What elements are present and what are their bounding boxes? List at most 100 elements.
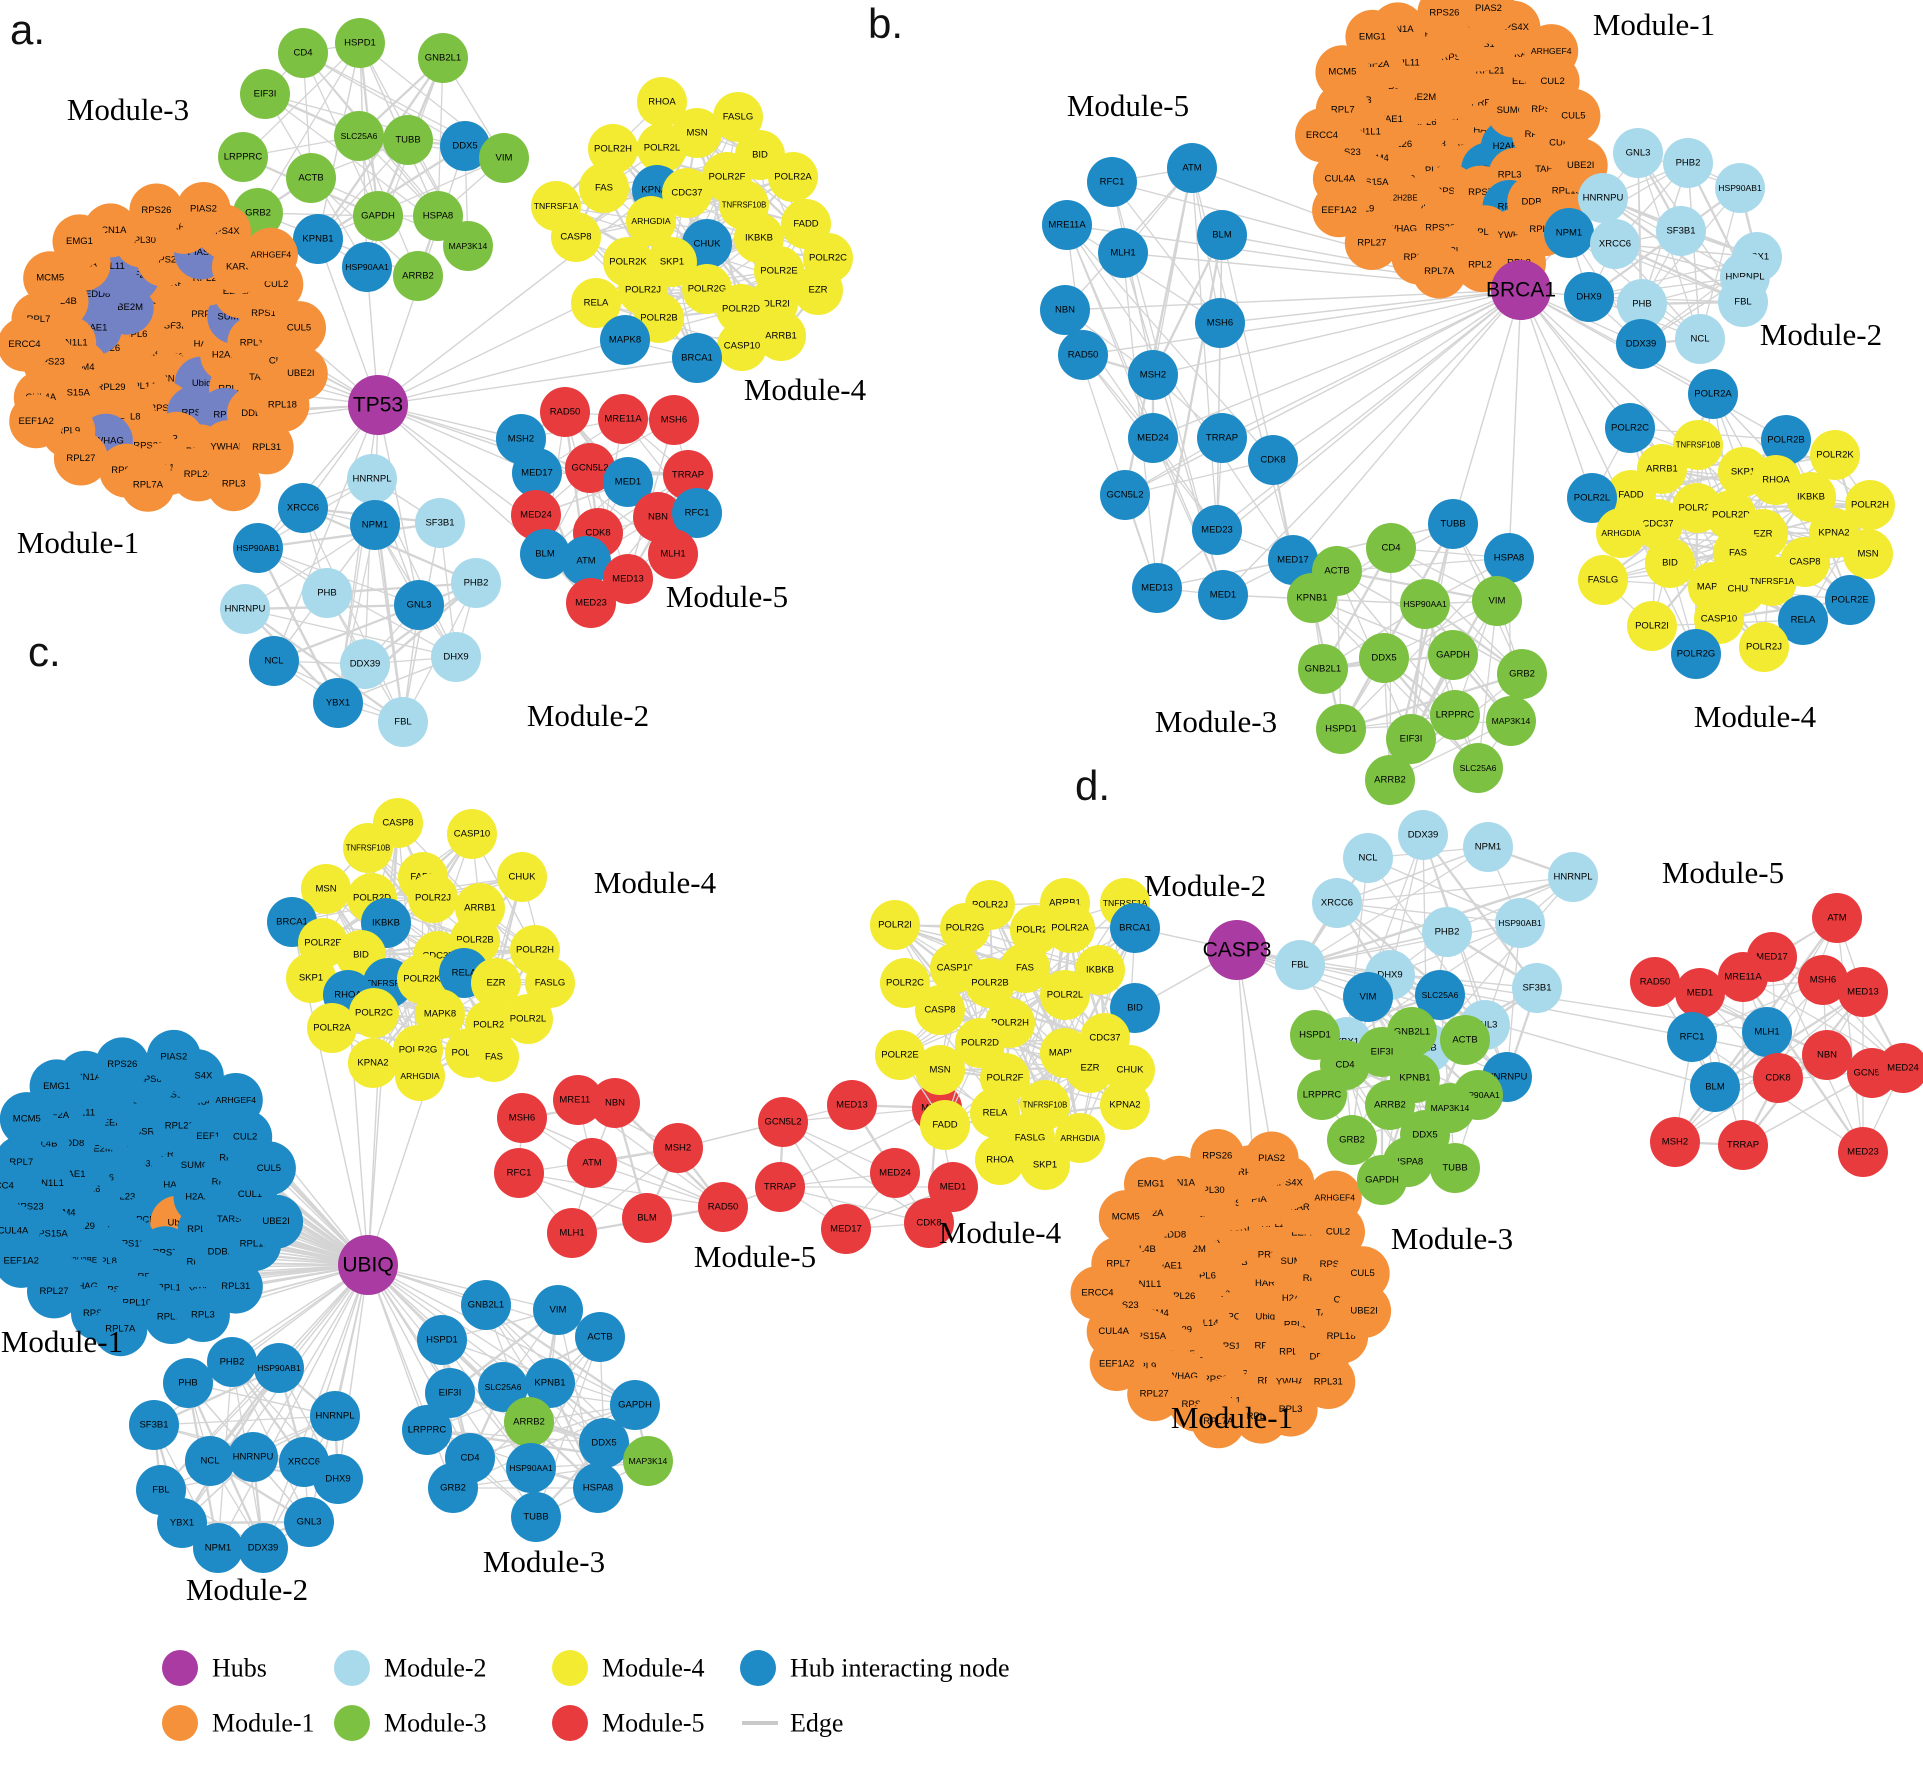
node-polr2e[interactable] <box>1825 575 1875 625</box>
node-xrcc6[interactable] <box>1312 878 1362 928</box>
node-rpl27[interactable] <box>53 431 108 486</box>
node-ncl[interactable] <box>1675 314 1725 364</box>
node-med13[interactable] <box>603 554 653 604</box>
node-med17[interactable] <box>821 1204 871 1254</box>
node-rfc1[interactable] <box>494 1148 544 1198</box>
node-tubb[interactable] <box>1430 1143 1480 1193</box>
node-rela[interactable] <box>1778 595 1828 645</box>
node-lrpprc[interactable] <box>1297 1070 1347 1120</box>
node-fbl[interactable] <box>1275 940 1325 990</box>
node-lrpprc[interactable] <box>218 132 268 182</box>
node-med17[interactable] <box>512 448 562 498</box>
node-mre11a[interactable] <box>598 394 648 444</box>
node-xrcc6[interactable] <box>1590 219 1640 269</box>
node-msh6[interactable] <box>1798 955 1848 1005</box>
node-mre11a[interactable] <box>553 1075 603 1125</box>
node-kpnb1[interactable] <box>1287 573 1337 623</box>
node-ikbkb[interactable] <box>1075 945 1125 995</box>
node-rps26[interactable] <box>1417 0 1472 40</box>
node-hsp90aa1[interactable] <box>1400 579 1450 629</box>
node-grb2[interactable] <box>1497 649 1547 699</box>
node-hsp90ab1[interactable] <box>254 1343 304 1393</box>
node-polr2l[interactable] <box>503 994 553 1044</box>
node-slc25a6[interactable] <box>478 1362 528 1412</box>
node-casp10[interactable] <box>717 321 767 371</box>
node-pias2[interactable] <box>1461 0 1516 36</box>
node-trrap[interactable] <box>1197 413 1247 463</box>
node-trrap[interactable] <box>663 450 713 500</box>
node-gapdh[interactable] <box>1357 1155 1407 1205</box>
node-phb2[interactable] <box>1663 138 1713 188</box>
node-mlh1[interactable] <box>1742 1007 1792 1057</box>
node-polr2c[interactable] <box>1605 403 1655 453</box>
hub-node-tp53[interactable] <box>348 375 408 435</box>
node-cul5[interactable] <box>272 301 326 356</box>
node-ybx1[interactable] <box>313 678 363 728</box>
node-atm[interactable] <box>567 1138 617 1188</box>
node-med13[interactable] <box>1132 563 1182 613</box>
node-polr2c[interactable] <box>880 958 930 1008</box>
node-mapk8[interactable] <box>600 315 650 365</box>
node-hsp90aa1[interactable] <box>506 1443 556 1493</box>
node-nbn[interactable] <box>1040 285 1090 335</box>
node-dhx9[interactable] <box>1564 272 1614 322</box>
node-mre11a[interactable] <box>1042 200 1092 250</box>
node-phb2[interactable] <box>451 558 501 608</box>
node-med23[interactable] <box>1838 1127 1888 1177</box>
node-ddx5[interactable] <box>1359 633 1409 683</box>
node-rad50[interactable] <box>1058 330 1108 380</box>
node-rpl7a[interactable] <box>93 1302 148 1357</box>
node-trrap[interactable] <box>1718 1120 1768 1170</box>
node-ddx5[interactable] <box>440 121 490 171</box>
node-map3k14[interactable] <box>623 1436 673 1486</box>
node-atm[interactable] <box>1812 893 1862 943</box>
node-slc25a6[interactable] <box>334 111 384 161</box>
node-polr2g[interactable] <box>1671 629 1721 679</box>
node-eif3i[interactable] <box>1386 714 1436 764</box>
node-lrpprc[interactable] <box>1430 690 1480 740</box>
node-sf3b1[interactable] <box>129 1400 179 1450</box>
node-msh2[interactable] <box>1128 350 1178 400</box>
node-rhoa[interactable] <box>637 77 687 127</box>
node-dhx9[interactable] <box>313 1454 363 1504</box>
node-msn[interactable] <box>301 864 351 914</box>
node-kpna2[interactable] <box>1100 1080 1150 1130</box>
node-emg1[interactable] <box>52 214 107 269</box>
node-med24[interactable] <box>511 490 561 540</box>
node-hsp90aa1[interactable] <box>342 242 392 292</box>
node-rpl3[interactable] <box>206 457 261 512</box>
node-hnrnpu[interactable] <box>228 1432 278 1482</box>
node-eef1a2[interactable] <box>9 394 64 449</box>
node-gnl3[interactable] <box>1613 128 1663 178</box>
node-ezr[interactable] <box>1065 1043 1115 1093</box>
node-ercc4[interactable] <box>0 1159 25 1213</box>
node-ercc4[interactable] <box>0 317 52 372</box>
node-gapdh[interactable] <box>610 1380 660 1430</box>
node-hspa8[interactable] <box>1484 533 1534 583</box>
node-polr2a[interactable] <box>1688 369 1738 419</box>
node-sf3b1[interactable] <box>415 498 465 548</box>
node-hspd1[interactable] <box>1316 704 1366 754</box>
node-msh6[interactable] <box>649 395 699 445</box>
node-msh6[interactable] <box>497 1093 547 1143</box>
node-gcn5l2[interactable] <box>565 443 615 493</box>
node-tnfrsf10b[interactable] <box>343 823 393 873</box>
node-polr2l[interactable] <box>1040 970 1090 1020</box>
node-arrb2[interactable] <box>504 1397 554 1447</box>
node-ncl[interactable] <box>1343 833 1393 883</box>
node-hnrnpu[interactable] <box>1578 173 1628 223</box>
node-map3k14[interactable] <box>1486 696 1536 746</box>
node-polr2h[interactable] <box>588 124 638 174</box>
node-rps26[interactable] <box>1190 1129 1245 1183</box>
node-hsp90ab1[interactable] <box>233 523 283 573</box>
node-rpl3[interactable] <box>175 1288 230 1342</box>
node-nbn[interactable] <box>1802 1030 1852 1080</box>
node-rad50[interactable] <box>698 1182 748 1232</box>
node-rela[interactable] <box>970 1088 1020 1138</box>
node-fbl[interactable] <box>1718 277 1768 327</box>
node-arrb2[interactable] <box>393 251 443 301</box>
node-slc25a6[interactable] <box>1415 970 1465 1020</box>
node-rpl3[interactable] <box>1263 1382 1318 1437</box>
node-hnrnpl[interactable] <box>310 1391 360 1441</box>
node-fas[interactable] <box>469 1032 519 1082</box>
